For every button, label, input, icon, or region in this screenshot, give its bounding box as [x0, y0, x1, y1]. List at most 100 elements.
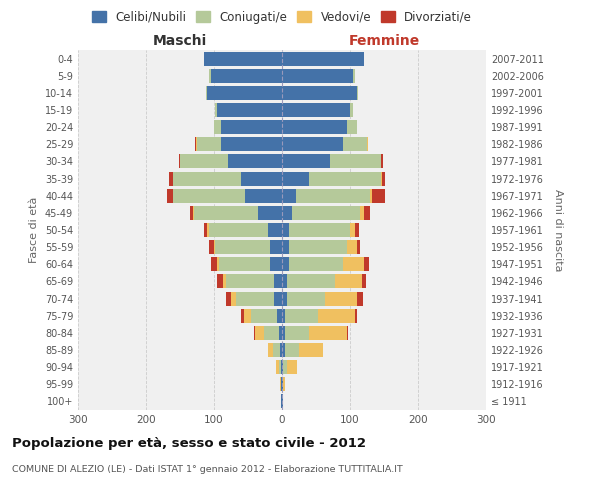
Bar — [381, 154, 383, 168]
Bar — [215, 240, 270, 254]
Bar — [289, 223, 350, 237]
Bar — [226, 274, 274, 288]
Bar — [241, 308, 244, 322]
Bar — [221, 138, 282, 151]
Bar — [287, 292, 325, 306]
Bar — [380, 154, 381, 168]
Bar — [209, 223, 268, 237]
Bar — [195, 138, 196, 151]
Bar — [282, 326, 286, 340]
Bar — [278, 326, 282, 340]
Bar — [347, 240, 357, 254]
Bar — [173, 188, 245, 202]
Bar — [276, 360, 278, 374]
Bar — [289, 240, 347, 254]
Bar — [353, 68, 355, 82]
Text: Femmine: Femmine — [349, 34, 419, 48]
Bar — [343, 138, 367, 151]
Bar — [167, 188, 173, 202]
Bar — [350, 223, 355, 237]
Bar — [364, 206, 370, 220]
Bar — [282, 274, 287, 288]
Bar — [193, 206, 194, 220]
Bar — [355, 308, 358, 322]
Bar — [179, 154, 180, 168]
Bar — [282, 206, 292, 220]
Bar — [217, 258, 219, 272]
Bar — [282, 86, 357, 100]
Bar — [274, 274, 282, 288]
Bar — [209, 240, 214, 254]
Bar — [287, 274, 335, 288]
Bar — [251, 308, 277, 322]
Bar — [214, 240, 215, 254]
Bar — [329, 154, 380, 168]
Bar — [282, 120, 347, 134]
Bar — [357, 240, 360, 254]
Bar — [254, 326, 256, 340]
Bar — [231, 292, 236, 306]
Bar — [214, 120, 221, 134]
Bar — [281, 360, 282, 374]
Bar — [282, 360, 283, 374]
Bar — [221, 120, 282, 134]
Bar — [236, 292, 274, 306]
Bar — [204, 223, 207, 237]
Bar — [292, 206, 360, 220]
Bar — [282, 240, 289, 254]
Bar — [207, 223, 209, 237]
Bar — [289, 258, 343, 272]
Y-axis label: Anni di nascita: Anni di nascita — [553, 188, 563, 271]
Bar — [280, 343, 282, 357]
Bar — [282, 223, 289, 237]
Bar — [318, 308, 355, 322]
Bar — [180, 154, 227, 168]
Bar — [256, 326, 263, 340]
Bar — [350, 103, 353, 117]
Bar — [286, 326, 309, 340]
Bar — [196, 138, 197, 151]
Bar — [278, 360, 281, 374]
Bar — [206, 86, 207, 100]
Bar — [309, 172, 380, 185]
Bar — [173, 172, 241, 185]
Bar — [281, 394, 282, 408]
Bar — [367, 138, 368, 151]
Bar — [325, 292, 358, 306]
Bar — [347, 120, 357, 134]
Bar — [357, 86, 358, 100]
Bar — [362, 274, 365, 288]
Bar — [282, 103, 350, 117]
Bar — [268, 223, 282, 237]
Bar — [372, 188, 385, 202]
Bar — [258, 206, 282, 220]
Bar — [382, 172, 385, 185]
Bar — [282, 154, 329, 168]
Bar — [245, 188, 282, 202]
Bar — [283, 360, 287, 374]
Bar — [282, 138, 343, 151]
Bar — [223, 274, 226, 288]
Bar — [217, 103, 282, 117]
Bar — [270, 258, 282, 272]
Bar — [282, 258, 289, 272]
Bar — [287, 360, 297, 374]
Bar — [274, 292, 282, 306]
Bar — [380, 172, 382, 185]
Bar — [299, 343, 323, 357]
Bar — [282, 52, 364, 66]
Bar — [282, 394, 283, 408]
Bar — [335, 274, 362, 288]
Bar — [282, 292, 287, 306]
Bar — [190, 206, 193, 220]
Bar — [283, 378, 286, 392]
Bar — [360, 206, 364, 220]
Y-axis label: Fasce di età: Fasce di età — [29, 197, 39, 263]
Bar — [207, 86, 282, 100]
Text: Maschi: Maschi — [153, 34, 207, 48]
Bar — [370, 188, 372, 202]
Bar — [355, 223, 359, 237]
Bar — [277, 308, 282, 322]
Bar — [211, 258, 217, 272]
Bar — [197, 138, 221, 151]
